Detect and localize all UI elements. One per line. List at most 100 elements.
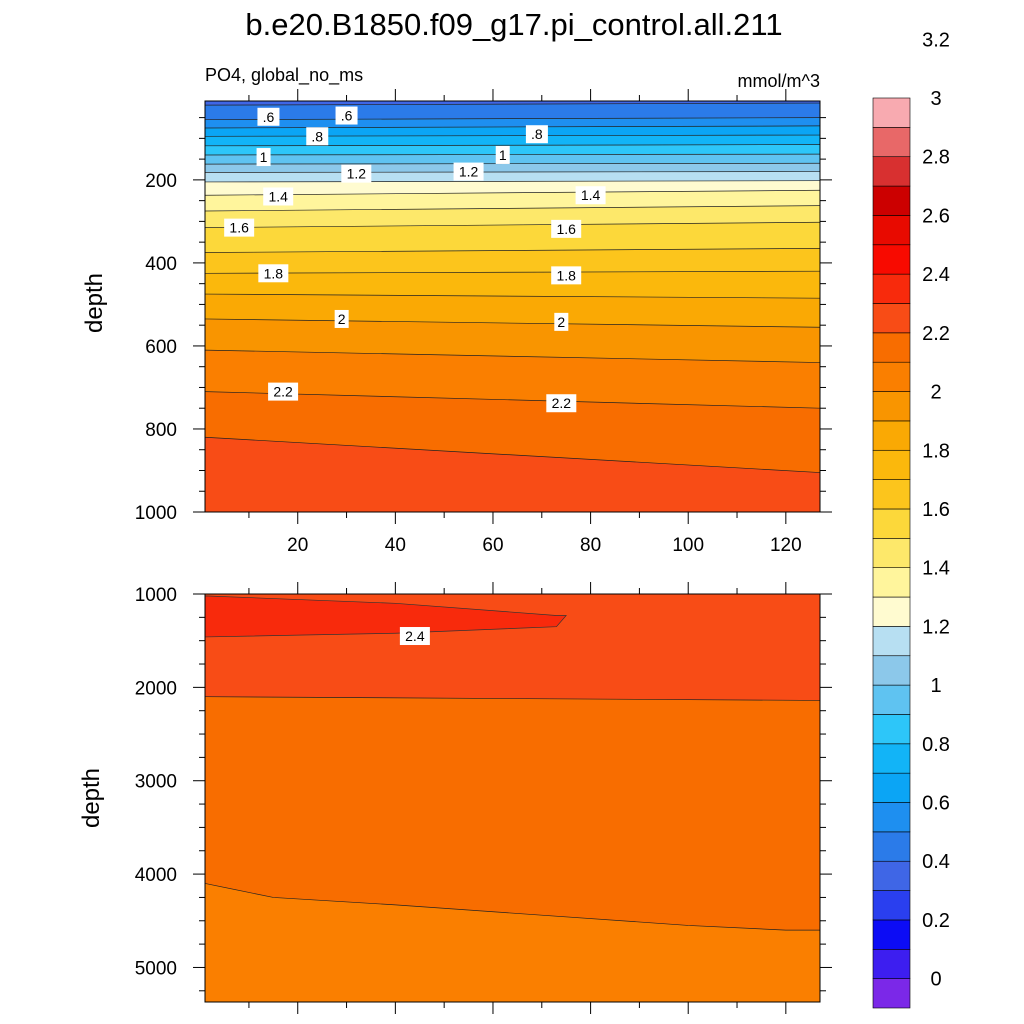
x-tick-label: 100 (672, 535, 704, 556)
contour-label: 2 (338, 311, 346, 327)
colorbar-label: 0.6 (922, 793, 950, 815)
colorbar-box (872, 156, 911, 187)
colorbar-box (872, 391, 911, 422)
y-tick-label: 2000 (135, 678, 177, 699)
colorbar-box (872, 890, 911, 921)
contour-label: 2.4 (405, 628, 425, 644)
top-y-axis-label: depth (81, 273, 108, 333)
colorbar-box (872, 449, 911, 480)
colorbar-box (872, 684, 911, 715)
y-tick-label: 400 (145, 254, 177, 275)
contour-line (205, 436, 820, 473)
contour-label-box (551, 266, 582, 285)
contour-line (205, 171, 820, 173)
contour-line (205, 102, 820, 106)
contour-label: 1.2 (459, 164, 479, 180)
contour-label: 1.8 (264, 265, 284, 281)
colorbar-box (872, 538, 911, 568)
contour-line (205, 162, 820, 165)
chart-title: b.e20.B1850.f09_g17.pi_control.all.211 (245, 7, 782, 42)
colorbar-box (872, 303, 911, 334)
colorbar-label: 2.2 (922, 323, 950, 345)
colorbar-label: 2 (930, 382, 941, 404)
x-tick-label: 60 (482, 535, 503, 556)
colorbar-box (872, 420, 911, 451)
contour-line (205, 117, 820, 121)
contour-label-box (263, 187, 294, 206)
colorbar-label: 2.8 (922, 147, 950, 169)
right-subtitle: mmol/m^3 (738, 71, 820, 91)
contour-line (205, 270, 820, 274)
colorbar-box (872, 596, 911, 627)
contour-band (205, 437, 820, 512)
colorbar-label: 1 (930, 675, 941, 697)
bottom-panel: 2.4 1000 2000 3000 4000 5000 (135, 582, 832, 1014)
contour-line (205, 248, 820, 253)
colorbar-box (872, 215, 911, 246)
contour-label-box (546, 394, 577, 413)
colorbar-box (872, 361, 911, 392)
colorbar-label: 3.2 (922, 29, 950, 51)
top-frame (204, 100, 821, 513)
y-tick-label: 600 (145, 337, 177, 358)
contour-line (205, 696, 820, 701)
contour-label-box (268, 382, 299, 401)
contour-label-box (224, 218, 255, 237)
colorbar-box (872, 978, 911, 1009)
contour-label: 1.8 (556, 267, 576, 283)
contour-label: .8 (311, 128, 323, 144)
contour-label: 1.6 (229, 220, 249, 236)
colorbar-label: 1.8 (922, 440, 950, 462)
contour-label: .6 (263, 109, 275, 125)
contour-line (205, 221, 820, 228)
colorbar-box (872, 479, 911, 510)
colorbar-label: 1.4 (922, 558, 950, 580)
colorbar-label: 3 (930, 88, 941, 110)
colorbar-box (872, 127, 911, 158)
colorbar-box (872, 185, 911, 216)
contour-label: .8 (531, 126, 543, 142)
contour-label: 2 (557, 314, 565, 330)
x-tick-label: 20 (287, 535, 308, 556)
y-tick-label: 800 (145, 420, 177, 441)
contour-label: 1 (499, 147, 507, 163)
contour-label-box (306, 127, 329, 146)
colorbar-box (872, 626, 911, 657)
left-subtitle: PO4, global_no_ms (205, 65, 363, 86)
contour-label-box (575, 186, 606, 205)
contour-band (205, 883, 820, 1002)
contour-label-box (554, 312, 569, 331)
colorbar-box (872, 860, 911, 891)
colorbar-label: 0.2 (922, 910, 950, 932)
colorbar-box (872, 508, 911, 539)
contour-label-box (453, 162, 484, 181)
top-panel: .6 .6 .8 .8 1 1 1.2 1.2 1.4 1.4 1.6 1.6 1.8 1.8 2 2 2.2 2… (135, 89, 832, 556)
contour-line (205, 153, 820, 156)
colorbar-label: 2.4 (922, 264, 950, 286)
colorbar-box (872, 273, 911, 304)
colorbar-box (872, 831, 911, 862)
contour-label-box (525, 125, 548, 144)
bottom-frame (204, 593, 821, 1003)
contour-label-box (257, 107, 280, 126)
colorbar-label: 0.8 (922, 734, 950, 756)
colorbar-label: 1.6 (922, 499, 950, 521)
y-tick-label: 200 (145, 171, 177, 192)
y-tick-label: 1000 (135, 503, 177, 524)
contour-line (205, 180, 820, 183)
colorbar-box (872, 772, 911, 803)
contour-line (205, 189, 820, 196)
x-tick-label: 80 (580, 535, 601, 556)
contour-label-box (258, 264, 289, 283)
contour-label: 1.4 (268, 188, 288, 204)
colorbar-box (872, 655, 911, 686)
colorbar-label: 0 (930, 969, 941, 991)
contour-lens (205, 595, 567, 638)
bottom-y-axis-label: depth (78, 768, 105, 828)
colorbar-label: 1.2 (922, 616, 950, 638)
contour-line (205, 349, 820, 363)
y-tick-label: 4000 (135, 865, 177, 886)
colorbar-box (872, 567, 911, 598)
colorbar-box (872, 743, 911, 774)
